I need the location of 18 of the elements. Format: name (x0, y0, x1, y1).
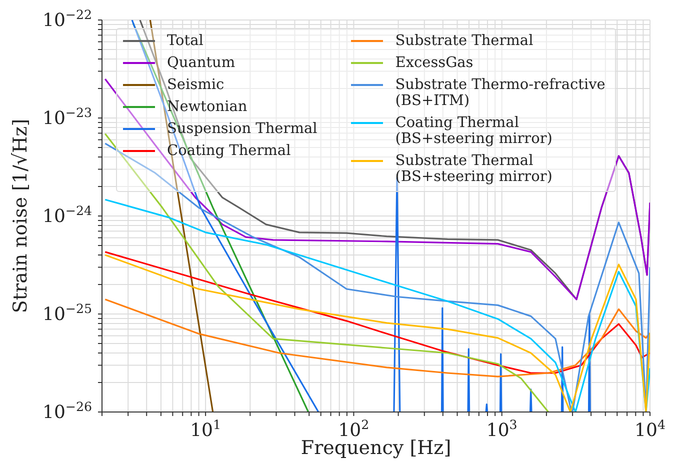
legend-label: Quantum (167, 55, 236, 71)
legend-label: Substrate Thermal (BS+steering mirror) (395, 153, 552, 185)
x-tick-label: 10$^{4}$ (634, 416, 666, 441)
legend-label: Substrate Thermal (395, 33, 534, 49)
y-tick-label: 10$^{−23}$ (42, 104, 92, 129)
y-axis-title: Strain noise [1/√Hz] (10, 118, 32, 314)
legend-label: Seismic (167, 77, 224, 93)
legend-label: ExcessGas (395, 55, 474, 71)
legend-label: Coating Thermal (BS+steering mirror) (395, 115, 552, 147)
y-tick-label: 10$^{−22}$ (42, 6, 92, 31)
legend-label: Newtonian (167, 99, 248, 115)
y-tick-label: 10$^{−25}$ (42, 300, 92, 325)
y-tick-label: 10$^{−26}$ (42, 398, 92, 423)
legend-label: Substrate Thermo-refractive (BS+ITM) (395, 77, 606, 109)
legend-label: Total (167, 33, 204, 49)
y-tick-label: 10$^{−24}$ (42, 202, 92, 227)
x-tick-label: 10$^{3}$ (486, 416, 518, 441)
x-tick-label: 10$^{1}$ (190, 416, 222, 441)
